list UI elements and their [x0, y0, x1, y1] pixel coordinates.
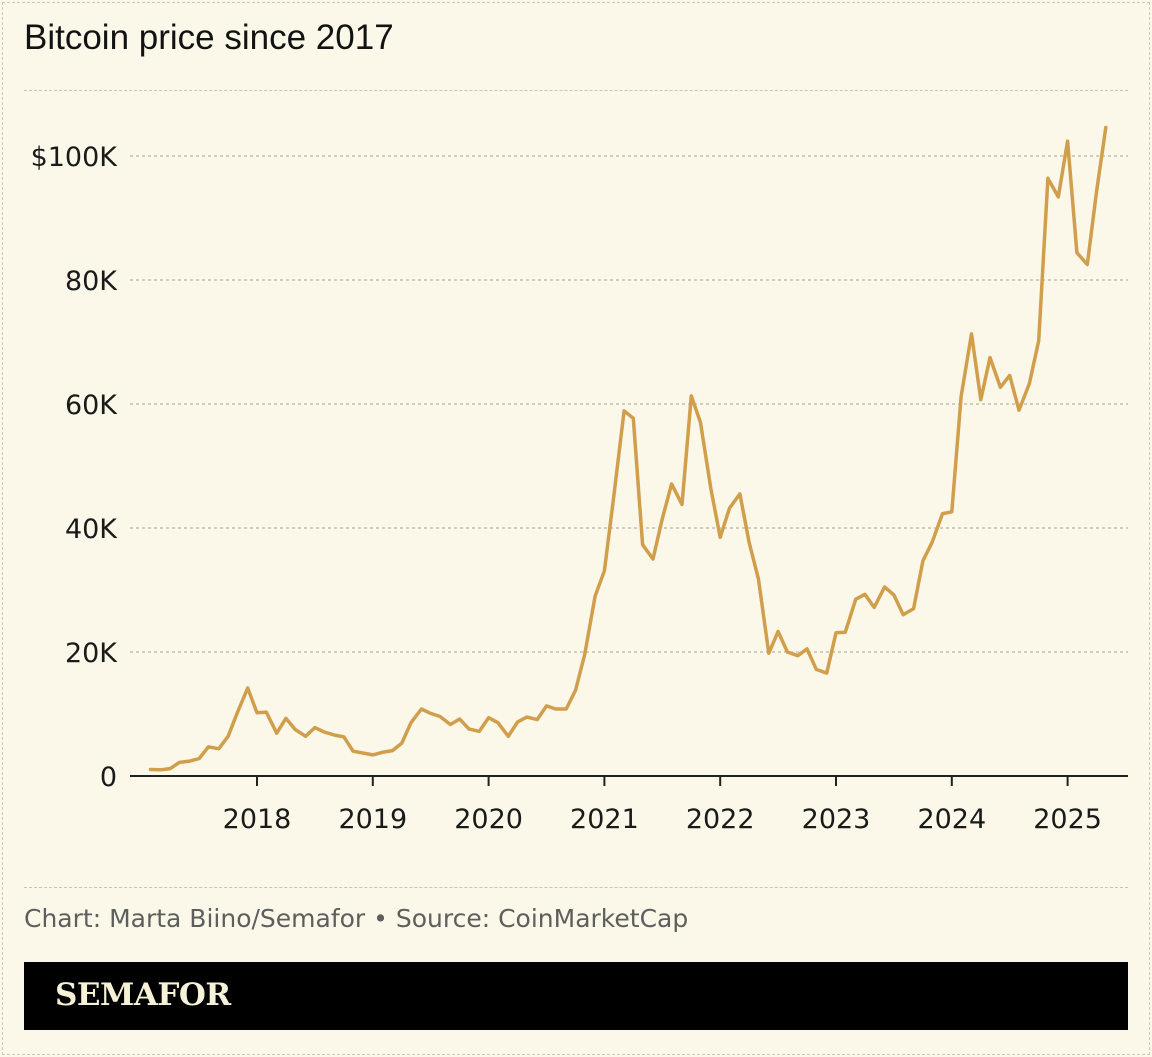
- top-divider: [24, 90, 1128, 91]
- gridlines: [130, 155, 1128, 653]
- x-tick-label: 2021: [570, 804, 639, 835]
- y-tick-label: 80K: [65, 266, 118, 297]
- x-tick-label: 2024: [917, 804, 986, 835]
- x-tick-label: 2022: [686, 804, 755, 835]
- x-tick-label: 2025: [1033, 804, 1102, 835]
- bottom-divider: [24, 887, 1128, 888]
- x-tick-label: 2023: [802, 804, 871, 835]
- semafor-logo: SEMAFOR: [55, 977, 231, 1013]
- price-series: [148, 125, 1108, 772]
- footer-bar: SEMAFOR: [24, 962, 1128, 1030]
- y-tick-label: 40K: [65, 514, 118, 545]
- y-axis-ticks: 0 20K 40K 60K 80K $100K: [31, 142, 119, 793]
- x-tick-label: 2020: [454, 804, 523, 835]
- x-tick-label: 2019: [338, 804, 407, 835]
- chart-title: Bitcoin price since 2017: [24, 18, 394, 57]
- y-tick-label: 20K: [65, 638, 118, 669]
- y-tick-label: 0: [100, 762, 117, 793]
- y-tick-label: 60K: [65, 390, 118, 421]
- price-line: [148, 125, 1108, 772]
- x-tick-label: 2018: [223, 804, 292, 835]
- y-tick-label: $100K: [31, 142, 119, 173]
- chart-credit: Chart: Marta Biino/Semafor • Source: Coi…: [24, 904, 689, 933]
- x-axis-ticks: 2018 2019 2020 2021 2022 2023 2024 2025: [130, 775, 1128, 835]
